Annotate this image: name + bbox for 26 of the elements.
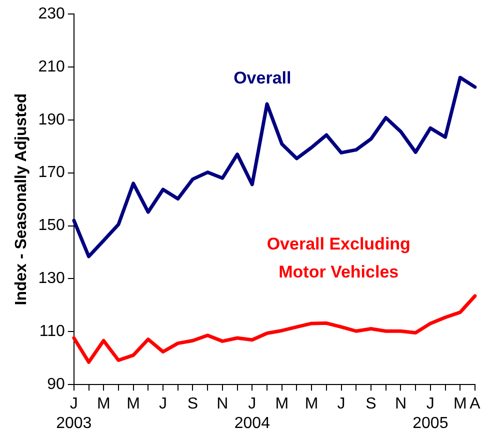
x-tick-label: S [366,396,376,413]
y-tick-label: 90 [47,376,65,394]
x-tick-label: J 2004 [234,396,270,432]
x-tick-label: M [126,396,140,413]
y-tick-label: 210 [38,58,65,76]
y-tick-label: 130 [38,270,65,288]
x-tick-label: M [96,396,110,413]
x-tick-label: J [337,396,346,413]
y-axis-title: Index - Seasonally Adjusted [13,93,30,306]
x-tick-label: J 2003 [56,396,92,432]
series-label: Overall [234,68,292,88]
x-tick-label: N [216,396,228,413]
x-tick-label: M [304,396,318,413]
y-tick-label: 150 [38,217,65,234]
x-tick-label: J [159,396,168,413]
text: Overall Excluding Motor Vehicles [266,234,410,282]
x-tick-label: N [394,396,407,413]
y-tick-label: 110 [39,323,65,340]
x-tick-label: M [275,396,289,413]
y-tick-label: 170 [38,164,65,182]
x-tick-label: S [187,396,198,413]
y-tick-label: 190 [38,111,65,128]
x-tick-label: J 2005 [412,396,448,432]
y-tick-label: 230 [38,5,65,22]
x-tick-label: A [470,396,481,413]
x-tick-label: M [453,396,467,413]
